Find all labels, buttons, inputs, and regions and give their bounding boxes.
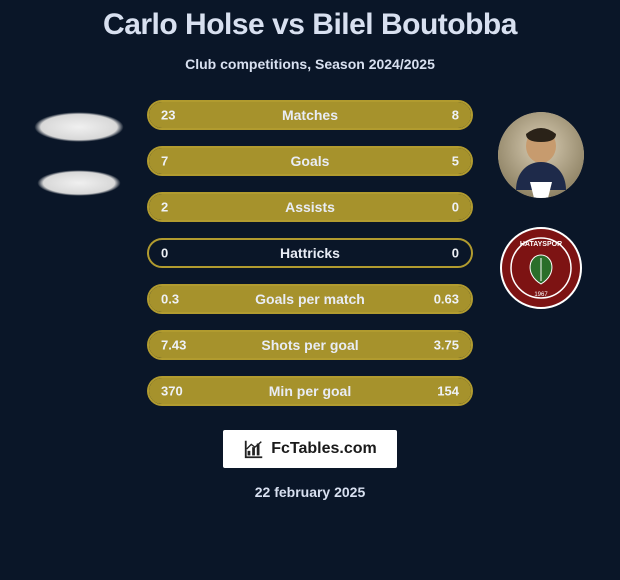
chart-icon xyxy=(243,438,265,460)
club-crest-icon: HATAYSPOR 1967 xyxy=(499,226,583,310)
comparison-card: Carlo Holse vs Bilel Boutobba Club compe… xyxy=(0,0,620,580)
bar-right xyxy=(336,148,471,174)
stat-value-right: 0 xyxy=(452,200,459,215)
stat-row: 7 5 Goals xyxy=(147,146,473,176)
stat-label: Goals per match xyxy=(255,291,365,307)
right-player-column: HATAYSPOR 1967 xyxy=(491,100,591,310)
stat-label: Goals xyxy=(291,153,330,169)
stat-row: 0 0 Hattricks xyxy=(147,238,473,268)
stat-label: Assists xyxy=(285,199,335,215)
stat-value-right: 154 xyxy=(437,384,459,399)
right-player-avatar xyxy=(498,112,584,198)
stat-value-right: 0 xyxy=(452,246,459,261)
stats-area: 23 8 Matches 7 5 Goals 2 0 Assists 0 0 Hattricks 0.3… xyxy=(0,100,620,406)
left-club-crest xyxy=(37,170,121,196)
stat-value-right: 3.75 xyxy=(434,338,459,353)
right-club-crest: HATAYSPOR 1967 xyxy=(499,226,583,310)
stat-value-left: 2 xyxy=(161,200,168,215)
left-player-column xyxy=(29,100,129,196)
stat-value-left: 0 xyxy=(161,246,168,261)
stat-label: Matches xyxy=(282,107,338,123)
date-label: 22 february 2025 xyxy=(255,484,366,500)
page-subtitle: Club competitions, Season 2024/2025 xyxy=(185,56,435,72)
stat-label: Shots per goal xyxy=(261,337,358,353)
stat-bars: 23 8 Matches 7 5 Goals 2 0 Assists 0 0 Hattricks 0.3… xyxy=(147,100,473,406)
stat-value-left: 0.3 xyxy=(161,292,179,307)
stat-value-left: 370 xyxy=(161,384,183,399)
stat-value-right: 0.63 xyxy=(434,292,459,307)
stat-value-right: 8 xyxy=(452,108,459,123)
stat-row: 2 0 Assists xyxy=(147,192,473,222)
svg-text:1967: 1967 xyxy=(534,292,548,298)
page-title: Carlo Holse vs Bilel Boutobba xyxy=(103,8,517,42)
stat-value-left: 7 xyxy=(161,154,168,169)
stat-label: Min per goal xyxy=(269,383,351,399)
left-player-avatar xyxy=(34,112,124,142)
stat-row: 7.43 3.75 Shots per goal xyxy=(147,330,473,360)
stat-row: 0.3 0.63 Goals per match xyxy=(147,284,473,314)
svg-text:HATAYSPOR: HATAYSPOR xyxy=(520,241,562,248)
person-icon xyxy=(498,112,584,198)
bar-left xyxy=(149,102,387,128)
brand-badge[interactable]: FcTables.com xyxy=(223,430,397,468)
stat-value-left: 7.43 xyxy=(161,338,186,353)
stat-label: Hattricks xyxy=(280,245,340,261)
stat-value-right: 5 xyxy=(452,154,459,169)
stat-row: 23 8 Matches xyxy=(147,100,473,130)
brand-text: FcTables.com xyxy=(271,440,377,458)
stat-row: 370 154 Min per goal xyxy=(147,376,473,406)
stat-value-left: 23 xyxy=(161,108,175,123)
